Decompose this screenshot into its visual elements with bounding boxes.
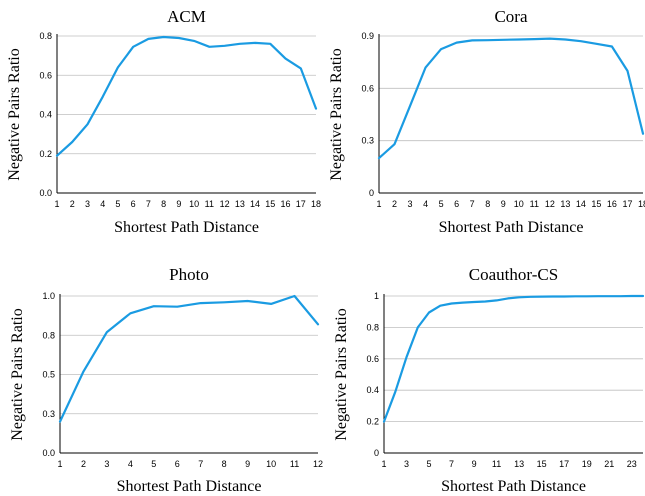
chart-2-x-axis-label: Shortest Path Distance — [439, 219, 584, 236]
chart-2-y-tick-label: 0.9 — [361, 31, 374, 41]
chart-3-y-axis-label: Negative Pairs Ratio — [9, 308, 26, 440]
chart-3-x-tick-label: 1 — [57, 459, 62, 469]
chart-3-x-tick-label: 12 — [313, 459, 323, 469]
chart-2-x-tick-label: 3 — [408, 199, 413, 209]
chart-2-y-axis-label: Negative Pairs Ratio — [328, 48, 345, 180]
chart-1-x-tick-label: 10 — [189, 199, 199, 209]
chart-2-x-tick-label: 8 — [485, 199, 490, 209]
chart-3-x-tick-label: 7 — [198, 459, 203, 469]
chart-1-x-tick-label: 16 — [281, 199, 291, 209]
chart-2-x-tick-label: 5 — [439, 199, 444, 209]
chart-3-x-tick-label: 4 — [128, 459, 133, 469]
chart-2-title: Cora — [494, 7, 528, 26]
chart-2-x-tick-label: 15 — [591, 199, 601, 209]
chart-4-y-tick-label: 0.4 — [366, 385, 379, 395]
chart-1-y-axis-label: Negative Pairs Ratio — [6, 48, 23, 180]
chart-4-series-line — [382, 294, 645, 423]
chart-4-x-tick-label: 1 — [381, 459, 386, 469]
chart-1-x-tick-label: 7 — [146, 199, 151, 209]
chart-4-x-tick-label: 9 — [472, 459, 477, 469]
chart-4-x-tick-label: 17 — [559, 459, 569, 469]
chart-2-x-tick-label: 14 — [576, 199, 586, 209]
chart-4-y-tick-label: 0 — [374, 448, 379, 458]
chart-1-x-tick-label: 11 — [205, 199, 214, 209]
chart-2-x-tick-label: 17 — [622, 199, 632, 209]
chart-2-y-tick-label: 0.6 — [361, 83, 374, 93]
chart-4-x-tick-label: 11 — [492, 459, 501, 469]
chart-2-x-tick-label: 2 — [392, 199, 397, 209]
chart-3-x-tick-label: 11 — [290, 459, 299, 469]
chart-2-x-tick-label: 9 — [501, 199, 506, 209]
chart-1-x-tick-label: 5 — [115, 199, 120, 209]
chart-3-x-tick-label: 10 — [266, 459, 276, 469]
chart-4-x-tick-label: 23 — [627, 459, 637, 469]
chart-2-x-tick-label: 12 — [545, 199, 555, 209]
chart-1-y-tick-label: 0.6 — [39, 70, 52, 80]
chart-3-x-tick-label: 6 — [175, 459, 180, 469]
chart-3-y-tick-label: 0.0 — [42, 448, 55, 458]
chart-1-x-tick-label: 9 — [176, 199, 181, 209]
chart-2-x-tick-label: 10 — [514, 199, 524, 209]
chart-1-y-tick-label: 0.4 — [39, 110, 52, 120]
chart-4-y-axis-label: Negative Pairs Ratio — [333, 308, 350, 440]
chart-4-y-tick-label: 1 — [374, 291, 379, 301]
chart-4-x-tick-label: 3 — [404, 459, 409, 469]
chart-3-x-tick-label: 8 — [222, 459, 227, 469]
chart-2-x-tick-label: 16 — [607, 199, 617, 209]
chart-2-x-tick-label: 6 — [454, 199, 459, 209]
chart-4-title: Coauthor-CS — [469, 265, 558, 284]
chart-3-y-tick-label: 0.3 — [42, 409, 55, 419]
chart-3-y-tick-label: 1.0 — [42, 291, 55, 301]
chart-2-series-line — [377, 37, 645, 160]
chart-1-x-tick-label: 14 — [250, 199, 260, 209]
chart-1-x-tick-label: 18 — [311, 199, 321, 209]
chart-3-y-tick-label: 0.8 — [42, 330, 55, 340]
chart-4-x-axis-label: Shortest Path Distance — [441, 478, 586, 495]
chart-4-x-tick-label: 13 — [514, 459, 524, 469]
chart-3-x-tick-label: 5 — [151, 459, 156, 469]
chart-3-x-tick-label: 9 — [245, 459, 250, 469]
chart-1-y-tick-label: 0.8 — [39, 31, 52, 41]
chart-2-y-tick-label: 0.3 — [361, 136, 374, 146]
chart-1-x-tick-label: 1 — [54, 199, 59, 209]
chart-1-x-tick-label: 13 — [235, 199, 245, 209]
chart-4-x-tick-label: 15 — [537, 459, 547, 469]
chart-4-x-tick-label: 21 — [604, 459, 614, 469]
chart-1-x-tick-label: 12 — [220, 199, 230, 209]
chart-3-x-tick-label: 2 — [81, 459, 86, 469]
chart-3-x-axis-label: Shortest Path Distance — [117, 478, 262, 495]
chart-4-x-tick-label: 19 — [582, 459, 592, 469]
chart-1-title: ACM — [167, 7, 206, 26]
chart-1-y-tick-label: 0.0 — [39, 188, 52, 198]
chart-1-x-axis-label: Shortest Path Distance — [114, 219, 259, 236]
chart-2-x-tick-label: 18 — [638, 199, 645, 209]
chart-1-series-line — [55, 35, 318, 157]
chart-2-x-tick-label: 7 — [470, 199, 475, 209]
chart-1-x-tick-label: 8 — [161, 199, 166, 209]
chart-2-x-tick-label: 4 — [423, 199, 428, 209]
chart-4-y-tick-label: 0.6 — [366, 354, 379, 364]
chart-3-x-tick-label: 3 — [104, 459, 109, 469]
chart-1-y-tick-label: 0.2 — [39, 149, 52, 159]
chart-4-y-tick-label: 0.8 — [366, 322, 379, 332]
chart-1-x-tick-label: 6 — [131, 199, 136, 209]
chart-1-x-tick-label: 2 — [70, 199, 75, 209]
chart-3-y-tick-label: 0.5 — [42, 370, 55, 380]
chart-1-x-tick-label: 4 — [100, 199, 105, 209]
chart-1-x-tick-label: 3 — [85, 199, 90, 209]
chart-4-x-tick-label: 7 — [449, 459, 454, 469]
chart-1-x-tick-label: 17 — [296, 199, 306, 209]
chart-2-x-tick-label: 1 — [376, 199, 381, 209]
chart-2-x-tick-label: 13 — [560, 199, 570, 209]
chart-4-x-tick-label: 5 — [427, 459, 432, 469]
chart-2-y-tick-label: 0 — [369, 188, 374, 198]
chart-4-y-tick-label: 0.2 — [366, 417, 379, 427]
chart-2-x-tick-label: 11 — [530, 199, 539, 209]
chart-3-title: Photo — [169, 265, 209, 284]
chart-1-x-tick-label: 15 — [265, 199, 275, 209]
chart-3-series-line — [58, 294, 320, 423]
